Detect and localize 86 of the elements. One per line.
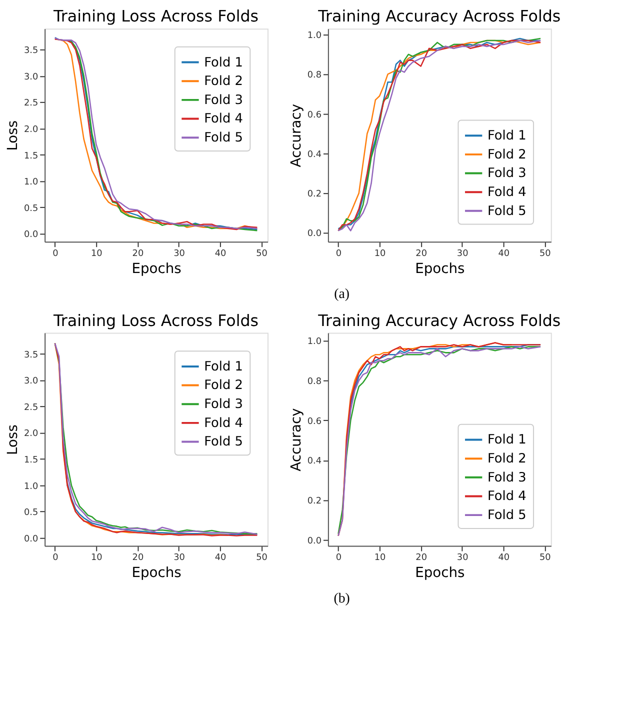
x-axis-title: Epochs	[415, 564, 465, 581]
legend-label: Fold 1	[487, 128, 526, 144]
x-tick-label: 10	[91, 553, 103, 564]
legend-label: Fold 2	[487, 147, 526, 162]
x-tick-label: 50	[256, 553, 268, 564]
chart-title: Training Loss Across Folds	[52, 310, 259, 330]
legend-label: Fold 4	[204, 112, 243, 127]
x-tick-label: 50	[256, 248, 268, 259]
y-tick-label: 1.0	[307, 31, 322, 42]
legend-label: Fold 3	[204, 92, 243, 108]
x-tick-label: 50	[540, 248, 552, 259]
chart-title: Training Accuracy Across Folds	[317, 6, 561, 26]
y-tick-label: 1.0	[307, 337, 322, 348]
y-axis-title: Loss	[5, 424, 22, 455]
legend-label: Fold 3	[487, 470, 526, 486]
legend-label: Fold 5	[204, 434, 243, 450]
y-tick-label: 1.0	[24, 482, 38, 492]
y-tick-label: 1.5	[24, 151, 38, 162]
legend-label: Fold 5	[204, 130, 243, 146]
x-tick-label: 40	[214, 553, 227, 564]
y-tick-label: 0.0	[307, 229, 322, 240]
y-tick-label: 3.5	[24, 350, 38, 360]
x-tick-label: 0	[52, 248, 59, 259]
legend-label: Fold 2	[487, 452, 526, 467]
legend-label: Fold 1	[204, 55, 243, 70]
y-tick-label: 0.5	[24, 204, 38, 214]
chart-title: Training Accuracy Across Folds	[317, 310, 561, 330]
y-tick-label: 1.0	[24, 178, 38, 188]
x-axis-title: Epochs	[132, 260, 182, 277]
text: (b)	[334, 591, 350, 606]
y-tick-label: 0.4	[307, 456, 322, 467]
x-tick-label: 30	[456, 248, 469, 259]
y-tick-label: 0.2	[307, 496, 322, 506]
x-tick-label: 40	[498, 553, 510, 564]
y-axis-title: Accuracy	[288, 408, 304, 472]
legend-label: Fold 5	[487, 508, 526, 524]
y-tick-label: 0.6	[307, 416, 322, 427]
x-tick-label: 50	[540, 553, 552, 564]
legend-label: Fold 4	[487, 185, 526, 200]
x-tick-label: 20	[416, 248, 428, 259]
legend-label: Fold 3	[487, 166, 526, 182]
legend-label: Fold 5	[487, 204, 526, 219]
x-tick-label: 30	[456, 553, 469, 564]
x-tick-label: 0	[336, 248, 342, 259]
x-tick-label: 10	[374, 553, 386, 564]
x-axis-title: Epochs	[415, 260, 465, 277]
y-tick-label: 0.0	[24, 230, 38, 240]
y-tick-label: 2.5	[24, 98, 38, 109]
x-tick-label: 0	[336, 553, 342, 564]
y-tick-label: 2.0	[24, 429, 38, 440]
legend-label: Fold 4	[487, 489, 526, 504]
legend-label: Fold 3	[204, 397, 243, 412]
x-tick-label: 40	[214, 248, 227, 259]
y-tick-label: 0.8	[307, 70, 322, 81]
y-tick-label: 0.6	[307, 110, 322, 120]
x-tick-label: 30	[174, 553, 186, 564]
y-tick-label: 3.5	[24, 46, 38, 56]
y-tick-label: 3.0	[24, 376, 38, 387]
y-tick-label: 0.0	[307, 536, 322, 546]
y-tick-label: 0.4	[307, 150, 322, 160]
y-tick-label: 0.8	[307, 377, 322, 388]
x-tick-label: 10	[374, 248, 386, 259]
x-tick-label: 30	[174, 248, 186, 259]
y-tick-label: 0.2	[307, 190, 322, 200]
legend-label: Fold 2	[204, 378, 243, 394]
x-tick-label: 20	[132, 553, 144, 564]
x-tick-label: 10	[91, 248, 103, 259]
y-tick-label: 2.0	[24, 125, 38, 136]
text: (a)	[334, 287, 350, 302]
y-tick-label: 1.5	[24, 455, 38, 466]
legend-label: Fold 2	[204, 74, 243, 90]
chart-title: Training Loss Across Folds	[52, 6, 259, 26]
y-axis-title: Loss	[5, 120, 22, 151]
y-tick-label: 2.5	[24, 402, 38, 413]
x-tick-label: 40	[498, 248, 510, 259]
legend-label: Fold 1	[204, 359, 243, 374]
x-tick-label: 20	[132, 248, 144, 259]
legend-label: Fold 1	[487, 432, 526, 448]
y-tick-label: 3.0	[24, 72, 38, 82]
y-tick-label: 0.0	[24, 534, 38, 544]
x-tick-label: 0	[52, 553, 59, 564]
y-axis-title: Accuracy	[288, 104, 304, 168]
x-axis-title: Epochs	[132, 564, 182, 581]
x-tick-label: 20	[416, 553, 428, 564]
y-tick-label: 0.5	[24, 508, 38, 518]
legend-label: Fold 4	[204, 416, 243, 431]
